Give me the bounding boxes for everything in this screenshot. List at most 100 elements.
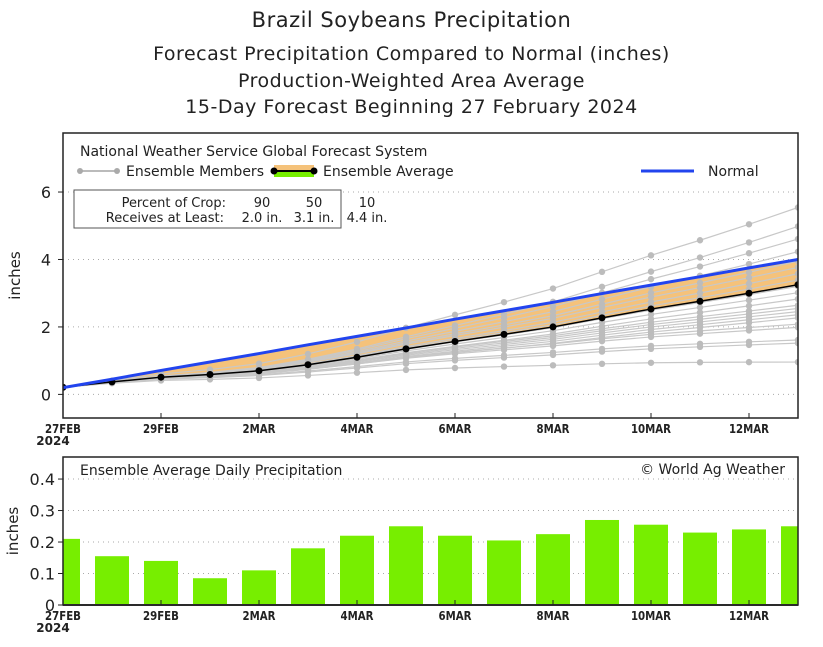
- x-tick-label: 6MAR: [439, 422, 472, 436]
- x-tick-label: 29FEB: [143, 422, 179, 436]
- ensemble-member-point: [451, 355, 459, 362]
- crop-table-box: [73, 189, 342, 229]
- legend-members-label: Ensemble Members: [126, 164, 264, 180]
- bar: [438, 535, 472, 605]
- ensemble-member-point: [745, 296, 753, 304]
- x-tick-label: 2MAR: [243, 422, 276, 436]
- ensemble-member-point: [794, 321, 798, 328]
- legend-average-label: Ensemble Average: [323, 164, 454, 180]
- ensemble-member-point: [745, 302, 753, 310]
- bar: [193, 578, 227, 605]
- ensemble-member-point: [745, 269, 753, 276]
- ensemble-member-point: [451, 322, 459, 329]
- ensemble-member-point: [647, 298, 655, 306]
- bar: [63, 538, 80, 605]
- legend-average-dot: [310, 167, 318, 175]
- ensemble-average-point: [255, 367, 263, 375]
- ensemble-member-point: [696, 340, 704, 348]
- ensemble-member-point: [304, 356, 312, 363]
- ensemble-average-point: [353, 353, 361, 361]
- ensemble-member-point: [647, 275, 655, 283]
- chart-subtitle-1: Forecast Precipitation Compared to Norma…: [153, 43, 670, 65]
- ensemble-member-point: [696, 304, 704, 311]
- ensemble-average-point: [598, 314, 606, 322]
- crop-table-row2-label: Receives at Least:: [106, 211, 224, 226]
- ensemble-member-point: [696, 263, 704, 270]
- ensemble-member-point: [598, 360, 606, 368]
- ensemble-member-point: [598, 283, 606, 290]
- x-tick-year: 2024: [36, 621, 69, 635]
- ensemble-average-point: [794, 281, 798, 289]
- x-tick-label: 4MAR: [341, 422, 374, 436]
- ensemble-member-point: [549, 303, 557, 310]
- ensemble-member-point: [745, 260, 753, 268]
- x-tick-label: 29FEB: [143, 609, 179, 623]
- ensemble-member-point: [745, 221, 753, 228]
- bar-area: [63, 519, 798, 605]
- x-tick-label: 27FEB: [45, 422, 81, 436]
- ensemble-member-point: [402, 366, 410, 374]
- legend-normal-label: Normal: [708, 164, 759, 180]
- ensemble-member-point: [402, 333, 410, 340]
- ensemble-member-point: [745, 239, 753, 246]
- bar: [781, 526, 798, 605]
- y-tick-label: 0: [45, 596, 55, 615]
- ensemble-member-point: [647, 359, 655, 366]
- ensemble-member-point: [353, 345, 361, 353]
- x-tick-label: 10MAR: [631, 609, 671, 623]
- legend-members-dot: [114, 168, 120, 174]
- ensemble-member-point: [794, 295, 798, 303]
- y-axis-label: inches: [6, 251, 24, 300]
- x-tick-label: 27FEB: [45, 609, 81, 623]
- ensemble-member-line: [63, 225, 798, 388]
- y-tick-label: 0.4: [30, 470, 55, 489]
- ensemble-average-line: [63, 284, 798, 389]
- crop-table-amount: 2.0 in.: [242, 211, 283, 226]
- ensemble-member-point: [255, 360, 263, 367]
- crop-table-amount: 3.1 in.: [294, 211, 335, 226]
- ensemble-average-point: [647, 305, 655, 313]
- ensemble-member-point: [500, 352, 508, 359]
- ensemble-average-point: [451, 337, 459, 345]
- ensemble-average-point: [206, 370, 214, 378]
- ensemble-member-point: [353, 369, 361, 376]
- ensemble-member-point: [598, 295, 606, 303]
- ensemble-member-point: [549, 349, 557, 356]
- ensemble-member-point: [696, 254, 704, 261]
- x-tick-label: 8MAR: [537, 422, 570, 436]
- bar: [291, 548, 325, 605]
- ensemble-average-point: [157, 373, 165, 381]
- ensemble-member-point: [745, 274, 753, 281]
- ensemble-member-point: [500, 298, 508, 306]
- crop-table-percent: 90: [254, 196, 271, 211]
- x-tick-label: 6MAR: [439, 609, 472, 623]
- ensemble-member-point: [745, 358, 753, 366]
- ensemble-member-point: [696, 309, 704, 316]
- legend-average-green: [274, 172, 314, 177]
- credit-label: © World Ag Weather: [640, 462, 785, 478]
- ensemble-member-point: [794, 270, 798, 277]
- x-tick-label: 8MAR: [537, 609, 570, 623]
- ensemble-member-point: [647, 252, 655, 259]
- y-tick-label: 0: [41, 385, 51, 404]
- legend-members-dot: [77, 168, 83, 174]
- plot-area: [63, 204, 798, 391]
- source-label: National Weather Service Global Forecast…: [80, 144, 427, 160]
- ensemble-member-point: [647, 315, 655, 323]
- x-tick-label: 2MAR: [243, 609, 276, 623]
- ensemble-member-point: [794, 289, 798, 296]
- ensemble-member-point: [304, 350, 312, 358]
- ensemble-member-point: [794, 358, 798, 366]
- x-tick-label: 4MAR: [341, 609, 374, 623]
- bar: [487, 540, 521, 605]
- y-tick-label: 4: [41, 250, 51, 269]
- ensemble-average-point: [402, 345, 410, 353]
- ensemble-average-point: [745, 289, 753, 297]
- chart-subtitle-2: Production-Weighted Area Average: [238, 70, 585, 92]
- ensemble-member-point: [451, 364, 459, 372]
- ensemble-member-point: [794, 264, 798, 271]
- ensemble-member-point: [598, 300, 606, 308]
- ensemble-member-point: [745, 307, 753, 315]
- ensemble-member-line: [63, 206, 798, 388]
